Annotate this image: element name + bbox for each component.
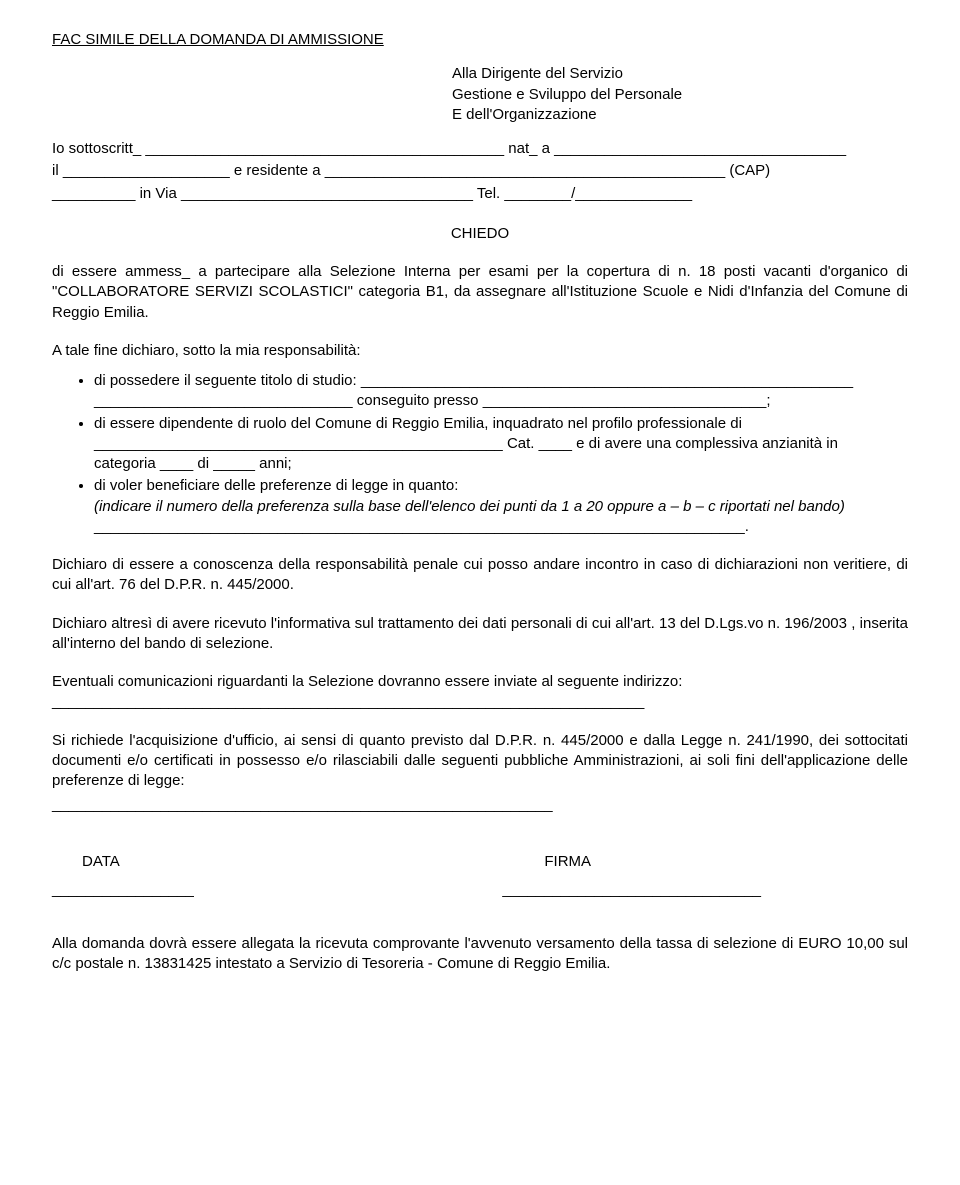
firma-line: _______________________________	[322, 880, 908, 900]
bullet-text: di voler beneficiare delle preferenze di…	[94, 477, 458, 494]
declaration-bullet-list: di possedere il seguente titolo di studi…	[52, 371, 908, 537]
addressee-line-1: Alla Dirigente del Servizio	[452, 64, 908, 84]
footer-paragraph: Alla domanda dovrà essere allegata la ri…	[52, 934, 908, 975]
bullet-preferenze-legge: di voler beneficiare delle preferenze di…	[94, 476, 908, 537]
applicant-form-lines: Io sottoscritt_ ________________________…	[52, 139, 908, 204]
bullet-italic-note: (indicare il numero della preferenza sul…	[94, 498, 845, 515]
comunicazioni-paragraph: Eventuali comunicazioni riguardanti la S…	[52, 672, 908, 692]
addressee-block: Alla Dirigente del Servizio Gestione e S…	[452, 64, 908, 125]
signature-labels-row: DATA FIRMA	[52, 852, 908, 872]
penale-paragraph: Dichiaro di essere a conoscenza della re…	[52, 555, 908, 596]
data-line: _________________	[52, 880, 322, 900]
acquisizione-paragraph: Si richiede l'acquisizione d'ufficio, ai…	[52, 731, 908, 792]
document-title: FAC SIMILE DELLA DOMANDA DI AMMISSIONE	[52, 30, 908, 50]
bullet-text: _______________________________ consegui…	[94, 392, 771, 409]
form-line-3: __________ in Via ______________________…	[52, 184, 908, 204]
addressee-line-2: Gestione e Sviluppo del Personale	[452, 85, 908, 105]
acquisizione-blank-line: ________________________________________…	[52, 795, 908, 815]
bullet-text: di essere dipendente di ruolo del Comune…	[94, 415, 742, 432]
addressee-line-3: E dell'Organizzazione	[452, 105, 908, 125]
comunicazioni-blank-line: ________________________________________…	[52, 692, 908, 712]
data-label: DATA	[52, 852, 324, 872]
bullet-titolo-studio: di possedere il seguente titolo di studi…	[94, 371, 908, 412]
bullet-dipendente-ruolo: di essere dipendente di ruolo del Comune…	[94, 414, 908, 475]
declare-intro: A tale fine dichiaro, sotto la mia respo…	[52, 341, 908, 361]
informativa-paragraph: Dichiaro altresì di avere ricevuto l'inf…	[52, 614, 908, 655]
bullet-text: ________________________________________…	[94, 435, 838, 452]
request-paragraph: di essere ammess_ a partecipare alla Sel…	[52, 262, 908, 323]
form-line-2: il ____________________ e residente a __…	[52, 161, 908, 181]
bullet-text: di possedere il seguente titolo di studi…	[94, 372, 853, 389]
firma-label: FIRMA	[324, 852, 908, 872]
form-line-1: Io sottoscritt_ ________________________…	[52, 139, 908, 159]
bullet-text: categoria ____ di _____ anni;	[94, 455, 292, 472]
signature-lines-row: _________________ ______________________…	[52, 880, 908, 900]
bullet-text: ________________________________________…	[94, 518, 749, 535]
chiedo-heading: CHIEDO	[52, 224, 908, 244]
